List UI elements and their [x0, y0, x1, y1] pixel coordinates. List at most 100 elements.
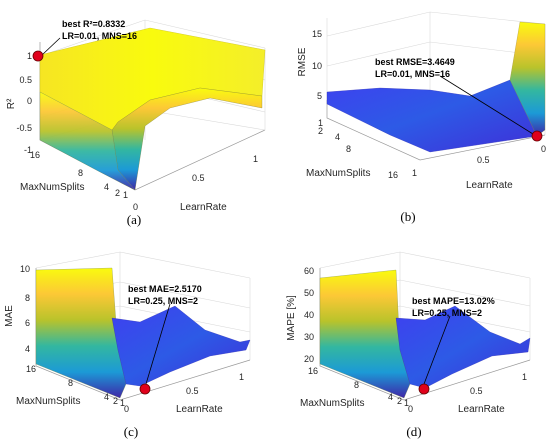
panel-d: 60 50 40 30 20 MAPE [%] 16 8 4 2 1 MaxNu… [286, 251, 531, 439]
panel-a-ztick-3: -0.5 [16, 123, 32, 133]
panel-b-x-ticks: 1 0.5 0 [412, 144, 546, 178]
panel-d-xtick-0: 0 [408, 404, 413, 414]
panel-a-arrow [41, 37, 61, 56]
panel-c-caption: (c) [124, 424, 138, 439]
panel-b-arrow [439, 75, 534, 135]
panel-a-ztick-1: 0.5 [19, 75, 32, 85]
panel-a-xtick-2: 1 [253, 154, 258, 164]
panel-c-z-ticks: 10 8 6 4 [20, 264, 30, 354]
panel-b-ytick-2: 4 [335, 132, 340, 142]
panel-c-ztick-3: 4 [25, 344, 30, 354]
panel-d-y-ticks: 16 8 4 2 1 [308, 366, 409, 408]
panel-d-ztick-1: 50 [304, 288, 314, 298]
panel-b-ylabel: MaxNumSplits [306, 168, 370, 179]
panel-a: 1 0.5 0 -0.5 -1 R² 16 8 4 2 1 MaxNumSpli… [6, 19, 266, 227]
panel-b-axes-box [326, 11, 546, 161]
panel-b-z-ticks: 15 10 5 [312, 29, 322, 101]
panel-b-ztick-2: 5 [317, 91, 322, 101]
panel-d-surface-floor [395, 305, 531, 389]
panel-c-anno-line2: LR=0.25, MNS=2 [128, 296, 198, 306]
panel-d-ztick-3: 30 [304, 332, 314, 342]
panel-d-xtick-2: 1 [522, 372, 527, 382]
panel-a-caption: (a) [127, 212, 141, 227]
panel-a-xtick-0: 0 [133, 202, 138, 212]
panel-a-y-ticks: 16 8 4 2 1 [30, 150, 128, 200]
panel-a-ytick-4: 1 [123, 190, 128, 200]
panel-a-surface-front [39, 91, 136, 191]
panel-a-ytick-2: 4 [104, 182, 109, 192]
panel-c-surface-floor [111, 305, 251, 387]
panel-c-best-marker [139, 383, 151, 395]
panel-d-xtick-1: 0.5 [470, 386, 483, 396]
panel-d-surface-wall [319, 269, 411, 399]
panel-d-xlabel: LearnRate [458, 404, 505, 415]
panel-d-ytick-2: 4 [388, 392, 393, 402]
panel-a-ztick-0: 1 [27, 51, 32, 61]
panel-b-surface-floor [326, 73, 538, 153]
panel-c-zlabel: MAE [4, 305, 15, 327]
panel-d-ztick-0: 60 [304, 266, 314, 276]
panel-a-ytick-0: 16 [30, 150, 40, 160]
panel-c-ztick-0: 10 [20, 264, 30, 274]
panel-b-caption: (b) [400, 209, 415, 224]
panel-c-arrow [145, 303, 171, 385]
panel-b-ztick-0: 15 [312, 29, 322, 39]
panel-c-ztick-1: 8 [25, 293, 30, 303]
panel-b-ytick-3: 8 [346, 144, 351, 154]
panel-d-z-ticks: 60 50 40 30 20 [304, 266, 314, 364]
panel-b-anno-line2: LR=0.01, MNS=16 [375, 69, 450, 79]
panel-b-ytick-1: 2 [318, 126, 323, 136]
panel-a-zlabel: R² [6, 98, 17, 109]
panel-c-ytick-0: 16 [26, 364, 36, 374]
panel-b-ztick-1: 10 [312, 61, 322, 71]
panel-d-x-ticks: 0 0.5 1 [408, 372, 527, 414]
panel-b-best-marker [531, 130, 543, 142]
panel-d-ytick-0: 16 [308, 366, 318, 376]
panel-c-xtick-0: 0 [124, 404, 129, 414]
panel-a-z-ticks: 1 0.5 0 -0.5 -1 [16, 51, 32, 155]
panel-a-ztick-4: -1 [24, 145, 32, 155]
panel-b-xtick-0: 1 [412, 168, 417, 178]
panel-c-ytick-2: 4 [104, 392, 109, 402]
panel-c-ytick-3: 2 [113, 396, 118, 406]
panel-a-xtick-1: 0.5 [192, 173, 205, 183]
panel-d-ytick-1: 8 [354, 380, 359, 390]
panel-c-x-ticks: 0 0.5 1 [124, 372, 244, 414]
panel-c-xtick-1: 0.5 [186, 386, 199, 396]
panel-d-ztick-2: 40 [304, 310, 314, 320]
panel-c-y-ticks: 16 8 4 2 1 [26, 364, 125, 408]
panel-c-anno-line1: best MAE=2.5170 [128, 284, 202, 294]
panel-d-ylabel: MaxNumSplits [300, 398, 364, 409]
panel-a-ytick-1: 8 [78, 168, 83, 178]
panel-b-ytick-4: 16 [388, 170, 398, 180]
panel-c-ytick-4: 1 [120, 398, 125, 408]
panel-d-zlabel: MAPE [%] [286, 295, 297, 341]
panel-c-ytick-1: 8 [68, 378, 73, 388]
panel-a-ylabel: MaxNumSplits [20, 182, 84, 193]
panel-b-xtick-1: 0.5 [477, 155, 490, 165]
panel-b: 15 10 5 RMSE 1 2 4 8 16 MaxNumSplits 1 0… [297, 11, 546, 224]
panel-b-xlabel: LearnRate [466, 180, 513, 191]
panel-b-y-ticks: 1 2 4 8 16 [318, 118, 398, 180]
panel-d-best-marker [418, 383, 430, 395]
panel-a-ytick-3: 2 [115, 188, 120, 198]
panel-c-ylabel: MaxNumSplits [16, 396, 80, 407]
panel-b-ytick-0: 1 [318, 118, 323, 128]
panel-a-xlabel: LearnRate [180, 202, 227, 213]
panel-b-zlabel: RMSE [297, 47, 308, 76]
panel-b-xtick-2: 0 [541, 144, 546, 154]
panel-d-ytick-4: 1 [404, 398, 409, 408]
panel-c-xlabel: LearnRate [176, 404, 223, 415]
panel-b-surface-wall [509, 21, 546, 137]
panel-c-surface-wall [35, 267, 127, 399]
panel-b-anno-line1: best RMSE=3.4649 [375, 57, 455, 67]
panel-d-caption: (d) [406, 424, 421, 439]
panel-d-arrow [423, 315, 451, 385]
panel-a-best-marker [32, 50, 44, 62]
panel-d-ztick-4: 20 [304, 354, 314, 364]
panel-a-anno-line1: best R²=0.8332 [62, 19, 125, 29]
panel-d-ytick-3: 2 [397, 396, 402, 406]
panel-a-x-ticks: 0 0.5 1 [133, 154, 258, 212]
